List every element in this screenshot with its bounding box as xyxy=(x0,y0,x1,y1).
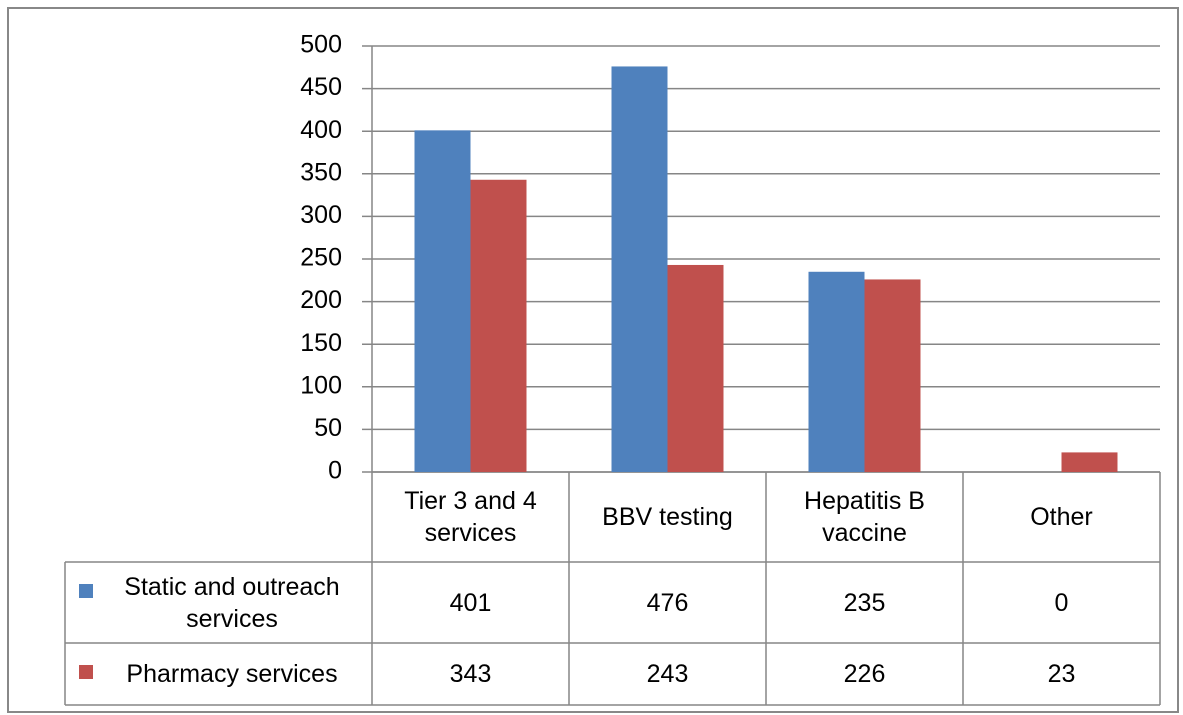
y-tick-label: 350 xyxy=(300,158,342,186)
bar xyxy=(667,264,724,472)
y-tick-label: 400 xyxy=(300,116,342,144)
table-value: 343 xyxy=(449,660,492,688)
table-value-box: 0 xyxy=(1054,588,1069,617)
category-label-box: Other xyxy=(1030,503,1093,531)
bar xyxy=(1061,452,1118,472)
table-value: 235 xyxy=(843,588,886,617)
category-label: Other xyxy=(1030,503,1093,531)
category-label-box: Tier 3 and 4 services xyxy=(404,487,537,547)
category-label-box: BBV testing xyxy=(602,503,733,531)
bar xyxy=(864,279,921,472)
legend-label-box: Pharmacy services xyxy=(126,660,338,688)
legend-label: Static and outreach services xyxy=(124,572,340,633)
y-tick-label: 500 xyxy=(300,31,342,59)
legend-key xyxy=(79,665,93,679)
y-tick-label: 50 xyxy=(314,414,342,442)
table-value: 476 xyxy=(646,588,689,617)
y-tick-label: 0 xyxy=(328,457,342,485)
category-label: BBV testing xyxy=(602,503,733,531)
table-value: 243 xyxy=(646,660,689,688)
table-value-box: 401 xyxy=(449,588,492,617)
table-value: 0 xyxy=(1054,588,1069,617)
bar xyxy=(470,179,527,473)
y-tick-label: 450 xyxy=(300,73,342,101)
table-value-box: 476 xyxy=(646,588,689,617)
table-value: 226 xyxy=(843,660,886,688)
table-value-box: 343 xyxy=(449,660,492,688)
bar xyxy=(808,271,865,472)
legend-label: Pharmacy services xyxy=(126,660,338,688)
table-value-box: 226 xyxy=(843,660,886,688)
category-label: Hepatitis B vaccine xyxy=(804,487,925,547)
category-label-box: Hepatitis B vaccine xyxy=(804,487,925,547)
legend-label-box: Static and outreach services xyxy=(124,572,340,633)
table-value: 401 xyxy=(449,588,492,617)
table-value: 23 xyxy=(1047,660,1076,688)
bar xyxy=(414,130,471,472)
table-value-box: 243 xyxy=(646,660,689,688)
bar xyxy=(611,66,668,472)
y-tick-label: 250 xyxy=(300,244,342,272)
y-tick-label: 300 xyxy=(300,201,342,229)
y-tick-label: 150 xyxy=(300,329,342,357)
table-value-box: 235 xyxy=(843,588,886,617)
table-value-box: 23 xyxy=(1047,660,1076,688)
y-tick-label: 100 xyxy=(300,371,342,399)
chart-border xyxy=(7,7,1179,713)
legend-key xyxy=(79,584,93,598)
category-label: Tier 3 and 4 services xyxy=(404,487,537,547)
y-tick-label: 200 xyxy=(300,286,342,314)
